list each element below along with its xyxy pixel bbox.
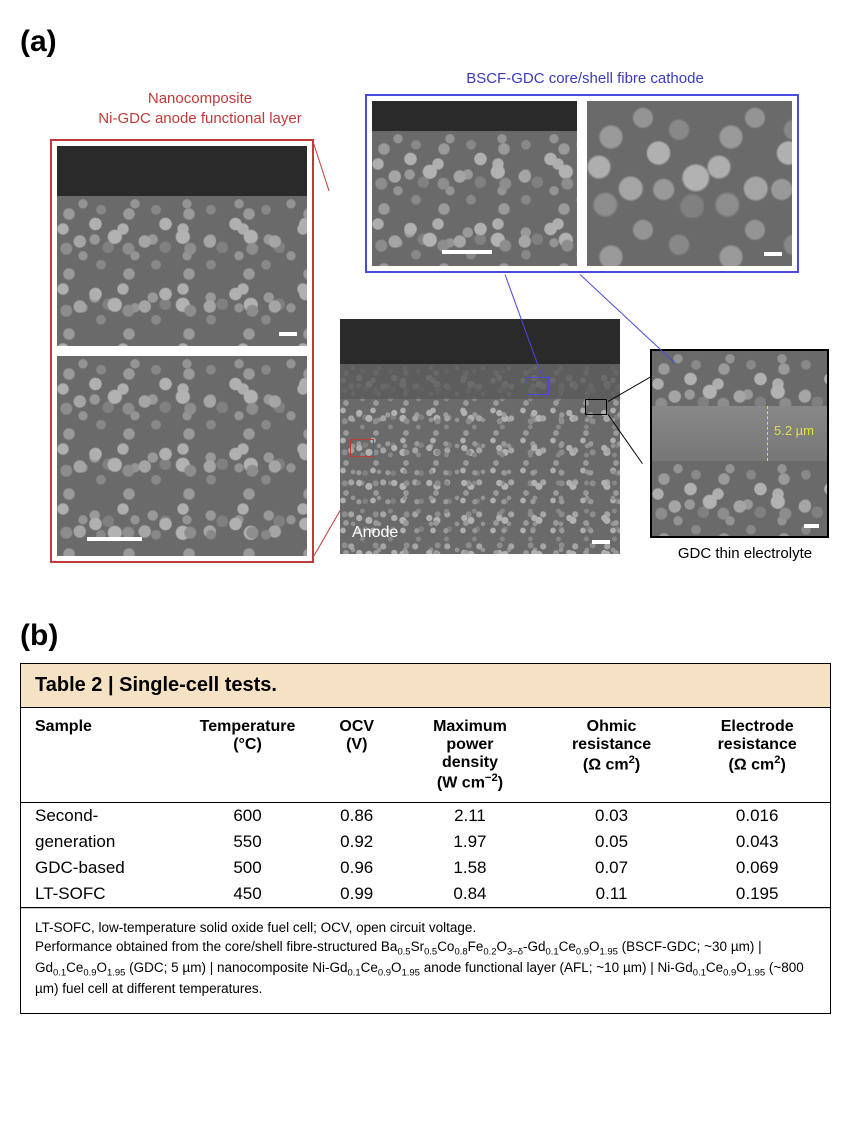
table-row: LT-SOFC 450 0.99 0.84 0.11 0.195 xyxy=(21,881,830,908)
blue-marker-box xyxy=(525,377,549,395)
cell: 550 xyxy=(183,829,312,855)
cell: 0.195 xyxy=(684,881,830,908)
callout-line xyxy=(313,141,330,191)
cell: 0.016 xyxy=(684,803,830,829)
anode-text-label: Anode xyxy=(352,524,398,542)
cell: 0.99 xyxy=(312,881,401,908)
cell: 0.03 xyxy=(539,803,685,829)
cell: 450 xyxy=(183,881,312,908)
anode-sem-bottom xyxy=(57,356,307,556)
table-row: generation 550 0.92 1.97 0.05 0.043 xyxy=(21,829,830,855)
col-header: Temperature(°C) xyxy=(183,708,312,803)
main-sem: Anode xyxy=(340,319,620,554)
cathode-sem-left xyxy=(372,101,577,266)
panel-a-label: (a) xyxy=(20,25,831,59)
cathode-caption: BSCF-GDC core/shell fibre cathode xyxy=(420,69,750,89)
cell: 500 xyxy=(183,855,312,881)
scalebar-icon xyxy=(279,332,297,336)
cell-sample: LT-SOFC xyxy=(21,881,183,908)
col-header: Electroderesistance(Ω cm2) xyxy=(684,708,830,803)
cell-sample: generation xyxy=(21,829,183,855)
electrolyte-caption: GDC thin electrolyte xyxy=(660,544,830,564)
cell: 600 xyxy=(183,803,312,829)
cell: 1.58 xyxy=(401,855,539,881)
col-header: Maximumpowerdensity(W cm−2) xyxy=(401,708,539,803)
table-footnote: LT-SOFC, low-temperature solid oxide fue… xyxy=(21,908,830,1012)
table-container: Table 2 | Single-cell tests. Sample Temp… xyxy=(20,663,831,1014)
table-row: Second- 600 0.86 2.11 0.03 0.016 xyxy=(21,803,830,829)
anode-sem-top xyxy=(57,146,307,346)
col-header: Ohmicresistance(Ω cm2) xyxy=(539,708,685,803)
red-marker-box xyxy=(350,439,374,457)
cathode-sem-right xyxy=(587,101,792,266)
cell: 0.84 xyxy=(401,881,539,908)
table-title: Table 2 | Single-cell tests. xyxy=(21,664,830,708)
cell: 2.11 xyxy=(401,803,539,829)
cathode-sem-group xyxy=(365,94,799,273)
scalebar-icon xyxy=(764,252,782,256)
figure-a-container: Nanocomposite Ni-GDC anode functional la… xyxy=(20,69,831,599)
table-row: GDC-based 500 0.96 1.58 0.07 0.069 xyxy=(21,855,830,881)
col-header: Sample xyxy=(21,708,183,803)
black-marker-box xyxy=(585,399,607,415)
panel-b-label: (b) xyxy=(20,619,831,653)
cell: 0.96 xyxy=(312,855,401,881)
data-table: Sample Temperature(°C) OCV(V) Maximumpow… xyxy=(21,708,830,908)
cell: 0.07 xyxy=(539,855,685,881)
thickness-value: 5.2 µm xyxy=(774,423,814,438)
anode-caption: Nanocomposite Ni-GDC anode functional la… xyxy=(60,89,340,128)
cell-sample: GDC-based xyxy=(21,855,183,881)
cell: 0.11 xyxy=(539,881,685,908)
cell: 0.86 xyxy=(312,803,401,829)
cell-sample: Second- xyxy=(21,803,183,829)
callout-line xyxy=(313,510,341,558)
cell: 0.043 xyxy=(684,829,830,855)
electrolyte-sem: 5.2 µm xyxy=(650,349,829,538)
scalebar-icon xyxy=(592,540,610,544)
cell: 1.97 xyxy=(401,829,539,855)
scalebar-icon xyxy=(87,537,142,541)
scalebar-icon xyxy=(442,250,492,254)
table-body: Second- 600 0.86 2.11 0.03 0.016 generat… xyxy=(21,803,830,908)
cell: 0.05 xyxy=(539,829,685,855)
col-header: OCV(V) xyxy=(312,708,401,803)
cell: 0.92 xyxy=(312,829,401,855)
scalebar-icon xyxy=(804,524,819,528)
cell: 0.069 xyxy=(684,855,830,881)
thickness-arrow-icon xyxy=(767,406,768,461)
anode-sem-group xyxy=(50,139,314,563)
